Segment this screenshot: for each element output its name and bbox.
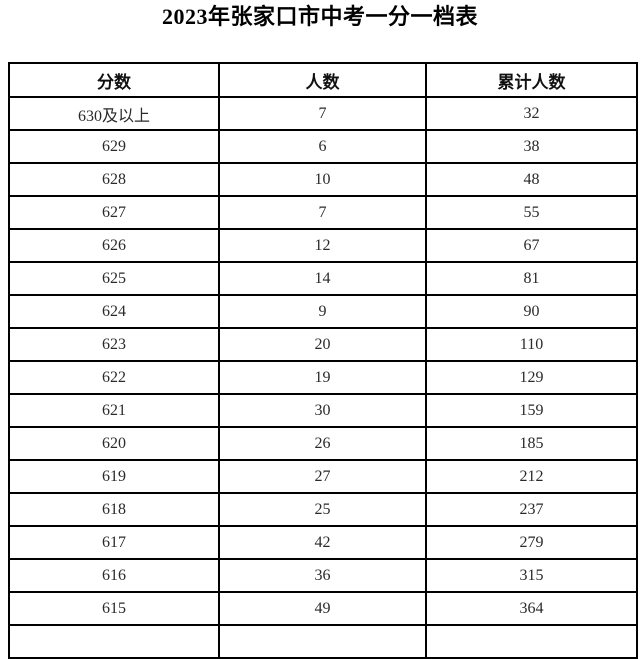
table-cell: 621 <box>8 393 220 428</box>
table-cell: 10 <box>218 162 427 197</box>
table-cell: 90 <box>425 294 638 329</box>
table-cell: 19 <box>218 360 427 395</box>
table-cell: 30 <box>218 393 427 428</box>
table-row: 619 27 212 <box>8 459 638 494</box>
table-header: 分数 人数 累计人数 <box>8 62 638 98</box>
table-cell: 129 <box>425 360 638 395</box>
table-cell: 48 <box>425 162 638 197</box>
table-cell: 9 <box>218 294 427 329</box>
table-cell: 20 <box>218 327 427 362</box>
table-cell: 42 <box>218 525 427 560</box>
table-cell: 618 <box>8 492 220 527</box>
table-cell: 624 <box>8 294 220 329</box>
table-row: 622 19 129 <box>8 360 638 395</box>
table-cell: 159 <box>425 393 638 428</box>
table-cell: 6 <box>218 129 427 164</box>
table-cell: 315 <box>425 558 638 593</box>
table-body: 630及以上 7 32 629 6 38 628 10 48 627 7 55 626 12 67 625 14… <box>8 96 638 659</box>
table-cell-empty <box>218 624 427 659</box>
table-row: 625 14 81 <box>8 261 638 296</box>
table-row: 628 10 48 <box>8 162 638 197</box>
table-cell: 38 <box>425 129 638 164</box>
table-cell: 619 <box>8 459 220 494</box>
table-cell: 623 <box>8 327 220 362</box>
table-cell: 279 <box>425 525 638 560</box>
table-cell: 25 <box>218 492 427 527</box>
table-cell: 630及以上 <box>8 96 220 131</box>
table-cell: 81 <box>425 261 638 296</box>
table-cell: 67 <box>425 228 638 263</box>
table-cell: 628 <box>8 162 220 197</box>
table-cell: 32 <box>425 96 638 131</box>
table-cell: 14 <box>218 261 427 296</box>
table-cell: 12 <box>218 228 427 263</box>
table-cell: 110 <box>425 327 638 362</box>
table-row: 616 36 315 <box>8 558 638 593</box>
table-cell: 627 <box>8 195 220 230</box>
table-row: 617 42 279 <box>8 525 638 560</box>
table-row: 620 26 185 <box>8 426 638 461</box>
partial-table-row <box>8 624 638 659</box>
table-cell: 7 <box>218 195 427 230</box>
table-cell: 620 <box>8 426 220 461</box>
table-row: 618 25 237 <box>8 492 638 527</box>
table-cell: 629 <box>8 129 220 164</box>
score-distribution-table: 分数 人数 累计人数 630及以上 7 32 629 6 38 628 10 48 627 7 55 6… <box>8 62 638 659</box>
table-cell: 212 <box>425 459 638 494</box>
table-cell: 615 <box>8 591 220 626</box>
header-score: 分数 <box>8 62 220 98</box>
table-cell: 364 <box>425 591 638 626</box>
table-cell: 36 <box>218 558 427 593</box>
table-cell: 617 <box>8 525 220 560</box>
table-cell: 625 <box>8 261 220 296</box>
table-cell: 237 <box>425 492 638 527</box>
table-row: 629 6 38 <box>8 129 638 164</box>
table-row: 615 49 364 <box>8 591 638 626</box>
table-row: 624 9 90 <box>8 294 638 329</box>
table-cell-empty <box>425 624 638 659</box>
table-cell: 185 <box>425 426 638 461</box>
table-row: 623 20 110 <box>8 327 638 362</box>
table-cell: 616 <box>8 558 220 593</box>
header-count: 人数 <box>218 62 427 98</box>
table-row: 630及以上 7 32 <box>8 96 638 131</box>
table-cell: 27 <box>218 459 427 494</box>
table-cell: 55 <box>425 195 638 230</box>
table-cell: 26 <box>218 426 427 461</box>
page-title: 2023年张家口市中考一分一档表 <box>161 4 478 29</box>
table-row: 627 7 55 <box>8 195 638 230</box>
table-cell-empty <box>8 624 220 659</box>
table-cell: 622 <box>8 360 220 395</box>
table-cell: 7 <box>218 96 427 131</box>
table-cell: 626 <box>8 228 220 263</box>
page: { "title": "2023年张家口市中考一分一档表", "table": … <box>8 4 638 659</box>
header-cumulative: 累计人数 <box>425 62 638 98</box>
table-row: 621 30 159 <box>8 393 638 428</box>
table-cell: 49 <box>218 591 427 626</box>
header-row: 分数 人数 累计人数 <box>8 62 638 98</box>
table-row: 626 12 67 <box>8 228 638 263</box>
